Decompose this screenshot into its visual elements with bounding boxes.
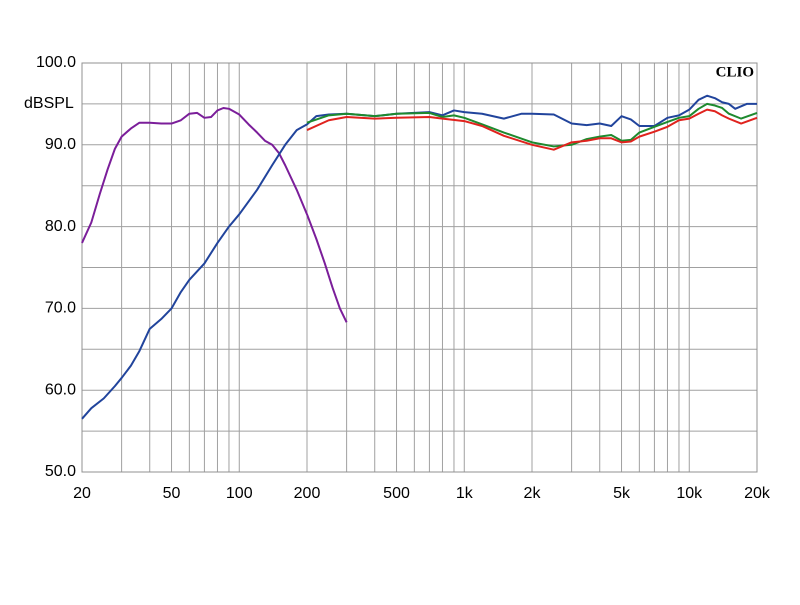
x-tick-label: 2k — [524, 485, 542, 502]
x-tick-label: 100 — [226, 485, 253, 502]
x-tick-label: 1k — [456, 485, 474, 502]
y-tick-label: 70.0 — [45, 300, 76, 317]
y-axis-label: dBSPL — [24, 95, 74, 112]
y-tick-label: 60.0 — [45, 381, 76, 398]
plot-border — [81, 62, 758, 473]
data-line — [306, 102, 758, 148]
x-tick-label: 500 — [383, 485, 410, 502]
x-tick-label: 5k — [613, 485, 631, 502]
annotation: CLIO — [716, 64, 754, 80]
data-line — [81, 106, 348, 323]
x-tick-label: 50 — [163, 485, 181, 502]
x-tick-label: 20 — [73, 485, 91, 502]
y-tick-label: 90.0 — [45, 136, 76, 153]
y-tick-label: 50.0 — [45, 463, 76, 480]
y-tick-label: 80.0 — [45, 218, 76, 235]
x-tick-label: 200 — [294, 485, 321, 502]
x-tick-label: 10k — [676, 485, 703, 502]
data-line — [81, 94, 757, 420]
x-tick-label: 20k — [744, 485, 771, 502]
data-line — [306, 108, 758, 151]
y-tick-label: 100.0 — [36, 54, 76, 71]
